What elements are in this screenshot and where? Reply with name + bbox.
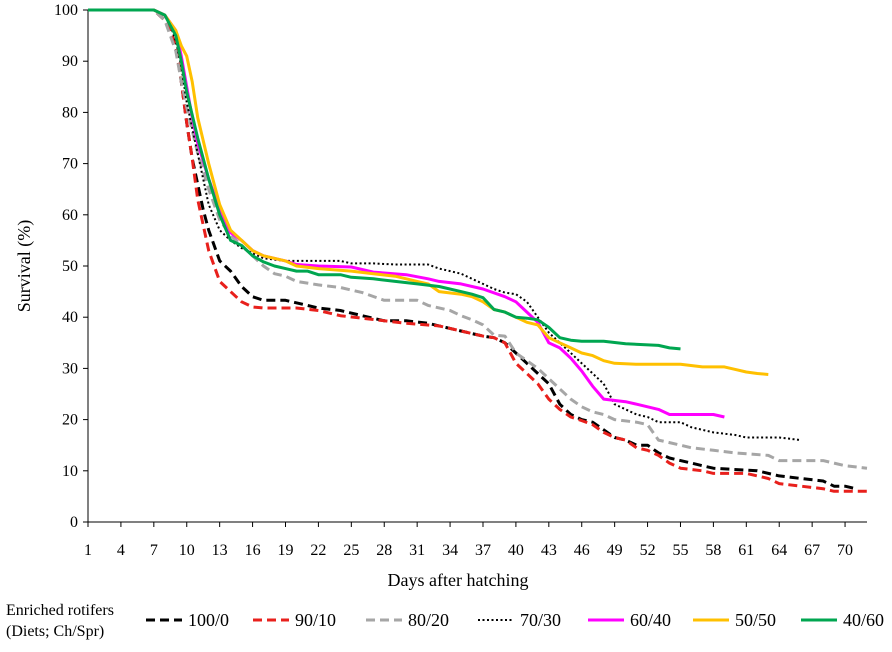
- legend-label-40-60: 40/60: [843, 609, 885, 630]
- legend-swatch-80-20: [366, 618, 402, 622]
- x-tick-label: 49: [607, 542, 623, 559]
- legend-label-80-20: 80/20: [408, 609, 450, 630]
- x-tick-label: 10: [179, 542, 195, 559]
- series-line-90-10: [88, 8, 867, 493]
- legend-title-line-1: Enriched rotifers: [6, 602, 114, 619]
- x-tick-label: 58: [705, 542, 721, 559]
- x-axis-title: Days after hatching: [388, 570, 529, 590]
- legend-swatch-100-0: [146, 618, 182, 622]
- x-tick-label: 67: [804, 542, 820, 559]
- legend-swatch-60-40: [588, 618, 624, 622]
- y-tick-label: 50: [62, 258, 78, 275]
- x-tick-label: 46: [574, 542, 590, 559]
- legend-item-70-30: 70/30: [477, 609, 561, 631]
- plot-area: 0 10 20 30 40 50 60 70 80 90 100 1 4 7 10 13 16 19 22 25 28…: [54, 2, 868, 559]
- legend-swatch-90-10: [253, 618, 289, 622]
- x-tick-label: 31: [409, 542, 425, 559]
- series-line-50-50: [88, 8, 769, 376]
- x-tick-label: 16: [245, 542, 261, 559]
- y-tick-label: 60: [62, 207, 78, 224]
- x-tick-label: 70: [837, 542, 853, 559]
- x-tick-label: 37: [475, 542, 491, 559]
- legend: Enriched rotifers (Diets; Ch/Spr) 100/0 …: [0, 600, 892, 650]
- legend-item-60-40: 60/40: [587, 609, 671, 631]
- y-tick-label: 40: [62, 309, 78, 326]
- y-tick-label: 80: [62, 104, 78, 121]
- x-tick-label: 43: [541, 542, 557, 559]
- y-axis-title: Survival (%): [14, 220, 35, 312]
- x-tick-label: 13: [212, 542, 228, 559]
- x-tick-label: 4: [117, 542, 125, 559]
- x-tick-label: 55: [672, 542, 688, 559]
- x-tick-label: 61: [738, 542, 754, 559]
- x-tick-label: 19: [277, 542, 293, 559]
- legend-label-70-30: 70/30: [520, 609, 562, 630]
- legend-item-100-0: 100/0: [145, 609, 229, 631]
- legend-item-50-50: 50/50: [692, 609, 776, 631]
- legend-title: Enriched rotifers (Diets; Ch/Spr): [6, 600, 114, 642]
- survival-line-chart: 0 10 20 30 40 50 60 70 80 90 100 1 4 7 10 13 16 19 22 25 28…: [14, 2, 868, 590]
- y-tick-label: 100: [54, 2, 78, 19]
- x-axis-ticks: 1 4 7 10 13 16 19 22 25 28 31 34 37 40 43 46 49 52 55 58 61 6…: [84, 522, 853, 559]
- legend-label-90-10: 90/10: [295, 609, 337, 630]
- y-tick-label: 10: [62, 463, 78, 480]
- x-tick-label: 28: [376, 542, 392, 559]
- legend-swatch-50-50: [693, 618, 729, 622]
- legend-item-40-60: 40/60: [800, 609, 884, 631]
- legend-label-60-40: 60/40: [630, 609, 672, 630]
- y-tick-label: 0: [70, 514, 78, 531]
- y-tick-label: 30: [62, 360, 78, 377]
- legend-label-50-50: 50/50: [735, 609, 777, 630]
- series-layer: [88, 8, 868, 493]
- x-tick-label: 1: [84, 542, 92, 559]
- series-line-70-30: [88, 9, 802, 442]
- y-tick-label: 20: [62, 412, 78, 429]
- x-tick-label: 52: [640, 542, 656, 559]
- series-line-80-20: [88, 8, 868, 470]
- y-axis-ticks: 0 10 20 30 40 50 60 70 80 90 100: [54, 2, 88, 531]
- y-tick-label: 70: [62, 156, 78, 173]
- legend-item-90-10: 90/10: [252, 609, 336, 631]
- series-line-40-60: [88, 8, 681, 351]
- x-tick-label: 34: [442, 542, 458, 559]
- x-tick-label: 22: [310, 542, 326, 559]
- series-line-100-0: [88, 8, 857, 491]
- legend-swatch-40-60: [801, 618, 837, 622]
- legend-swatch-70-30: [478, 619, 514, 621]
- x-tick-label: 7: [150, 542, 158, 559]
- legend-item-80-20: 80/20: [365, 609, 449, 631]
- y-tick-label: 90: [62, 53, 78, 70]
- x-tick-label: 64: [771, 542, 787, 559]
- legend-label-100-0: 100/0: [188, 609, 230, 630]
- x-tick-label: 40: [508, 542, 524, 559]
- legend-title-line-2: (Diets; Ch/Spr): [6, 623, 105, 640]
- x-tick-label: 25: [343, 542, 359, 559]
